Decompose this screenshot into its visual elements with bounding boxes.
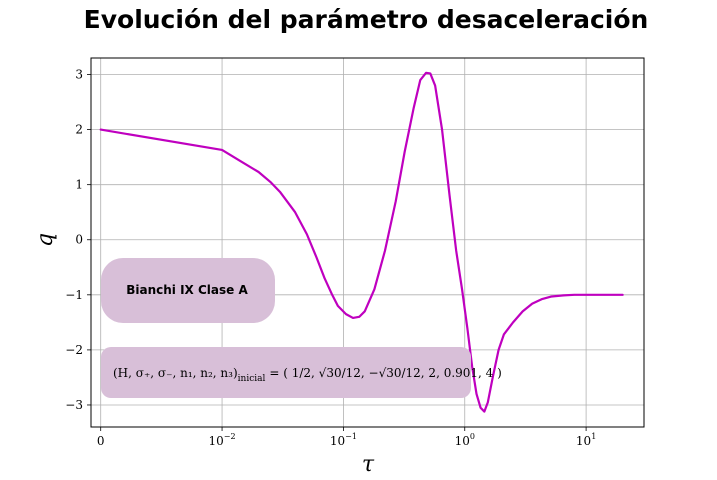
x-tick-label: 10−1 bbox=[330, 432, 357, 448]
y-tick-label: 0 bbox=[75, 233, 83, 247]
x-tick-label: 10−2 bbox=[209, 432, 236, 448]
y-tick-label: −2 bbox=[65, 343, 83, 357]
annotation-initial-sub: inicial bbox=[238, 374, 266, 384]
x-tick-label: 101 bbox=[576, 432, 596, 448]
x-axis-ticks: 0 10−2 10−1 100 101 bbox=[97, 427, 596, 448]
y-tick-label: −1 bbox=[65, 288, 83, 302]
annotation-initial-rhs: = ( 1/2, √30/12, −√30/12, 2, 0.901, 4 ) bbox=[269, 366, 501, 380]
y-tick-label: 1 bbox=[75, 178, 83, 192]
annotation-initial-text: (H, σ₊, σ₋, n₁, n₂, n₃)inicial = ( 1/2, √… bbox=[113, 366, 502, 384]
annotation-bianchi-text: Bianchi IX Clase A bbox=[126, 283, 248, 297]
y-tick-label: −3 bbox=[65, 398, 83, 412]
annotation-initial-conditions: (H, σ₊, σ₋, n₁, n₂, n₃)inicial = ( 1/2, √… bbox=[101, 347, 502, 398]
annotation-initial-lhs: (H, σ₊, σ₋, n₁, n₂, n₃) bbox=[113, 366, 238, 380]
y-axis-ticks: 3 2 1 0 −1 −2 −3 bbox=[65, 68, 91, 412]
x-tick-label: 100 bbox=[455, 432, 475, 448]
y-axis-label: q bbox=[33, 233, 58, 247]
series-layer bbox=[99, 71, 624, 413]
annotation-box-initial bbox=[101, 347, 471, 398]
plot-frame bbox=[90, 57, 645, 428]
chart-title: Evolución del parámetro desaceleración bbox=[84, 5, 649, 34]
series-line bbox=[99, 71, 624, 413]
x-tick-label: 0 bbox=[97, 434, 105, 448]
y-tick-label: 2 bbox=[75, 123, 83, 137]
x-axis-label: τ bbox=[362, 452, 375, 477]
annotation-bianchi: Bianchi IX Clase A bbox=[101, 258, 275, 323]
y-tick-label: 3 bbox=[75, 68, 83, 82]
annotation-box-bianchi bbox=[101, 258, 275, 323]
